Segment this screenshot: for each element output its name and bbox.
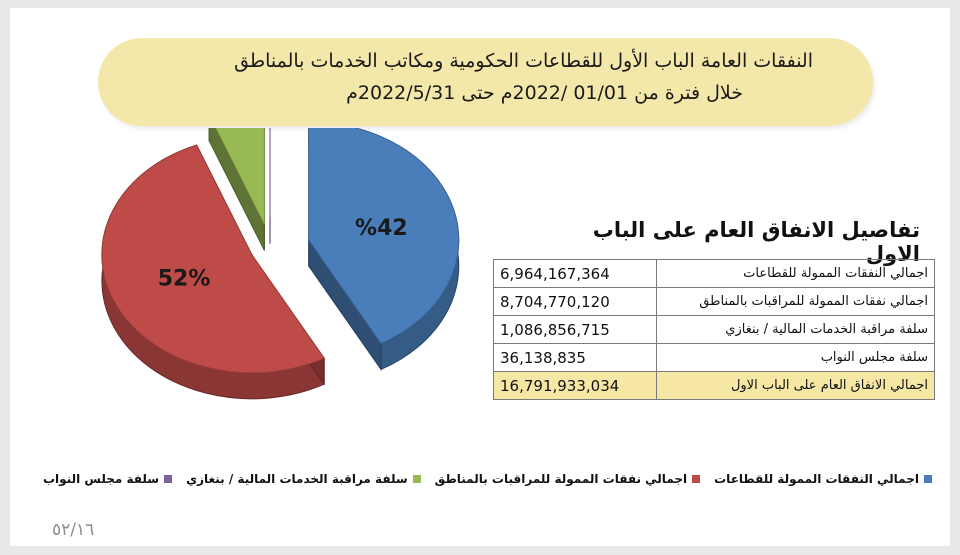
pie-slice bbox=[215, 128, 265, 225]
details-table: 6,964,167,364 اجمالي النفقات الممولة للق… bbox=[493, 259, 935, 400]
row-label: سلفة مراقبة الخدمات المالية / بنغازي bbox=[656, 315, 935, 344]
pie-slice bbox=[308, 128, 460, 345]
row-value: 1,086,856,715 bbox=[493, 315, 657, 344]
legend-label: سلفة مجلس النواب bbox=[42, 472, 160, 486]
row-label: سلفة مجلس النواب bbox=[656, 343, 935, 372]
chart-legend: اجمالي النفقات الممولة للقطاعات اجمالي ن… bbox=[40, 466, 940, 492]
row-label: اجمالي النفقات الممولة للقطاعات bbox=[656, 259, 935, 288]
legend-item: اجمالي نفقات الممولة للمراقبات بالمناطق bbox=[434, 472, 701, 486]
legend-swatch bbox=[412, 475, 421, 483]
total-label: اجمالي الانفاق العام على الباب الاول bbox=[656, 371, 935, 400]
banner-title-line: النفقات العامة الباب الأول للقطاعات الحك… bbox=[234, 50, 813, 72]
table-row: 6,964,167,364 اجمالي النفقات الممولة للق… bbox=[493, 259, 935, 288]
legend-swatch bbox=[164, 475, 173, 483]
row-label: اجمالي نفقات الممولة للمراقبات بالمناطق bbox=[656, 287, 935, 316]
row-value: 6,964,167,364 bbox=[493, 259, 657, 288]
pie-slice bbox=[101, 144, 325, 374]
page-number: ٥٢/١٦ bbox=[52, 520, 95, 540]
legend-label: اجمالي نفقات الممولة للمراقبات بالمناطق bbox=[434, 472, 688, 486]
table-row: 8,704,770,120 اجمالي نفقات الممولة للمرا… bbox=[493, 287, 935, 316]
table-row: 36,138,835 سلفة مجلس النواب bbox=[493, 343, 935, 372]
slice-label: %42 bbox=[355, 216, 408, 241]
title-banner: النفقات العامة الباب الأول للقطاعات الحك… bbox=[98, 38, 873, 126]
legend-swatch bbox=[692, 475, 701, 483]
legend-label: سلفة مراقبة الخدمات المالية / بنغازي bbox=[186, 472, 408, 486]
slide: النفقات العامة الباب الأول للقطاعات الحك… bbox=[10, 8, 950, 546]
legend-item: سلفة مجلس النواب bbox=[42, 472, 173, 486]
row-value: 36,138,835 bbox=[493, 343, 657, 372]
legend-swatch bbox=[924, 475, 932, 483]
table-row: 1,086,856,715 سلفة مراقبة الخدمات المالي… bbox=[493, 315, 935, 344]
banner-period-line: خلال فترة من 01/01 /2022م حتى 2022/5/31م bbox=[346, 82, 743, 104]
legend-label: اجمالي النفقات الممولة للقطاعات bbox=[714, 472, 919, 486]
table-total-row: 16,791,933,034 اجمالي الانفاق العام على … bbox=[493, 371, 935, 400]
row-value: 8,704,770,120 bbox=[493, 287, 657, 316]
legend-item: اجمالي النفقات الممولة للقطاعات bbox=[714, 472, 932, 486]
slice-label: 52% bbox=[158, 266, 211, 291]
legend-item: سلفة مراقبة الخدمات المالية / بنغازي bbox=[186, 472, 421, 486]
total-value: 16,791,933,034 bbox=[493, 371, 657, 400]
